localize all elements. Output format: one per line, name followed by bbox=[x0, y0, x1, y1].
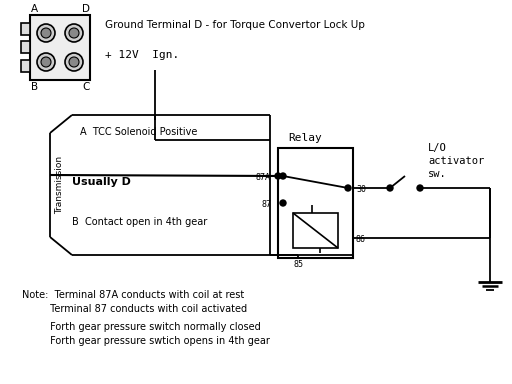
Text: 30: 30 bbox=[356, 185, 366, 194]
Circle shape bbox=[275, 173, 281, 179]
Bar bbox=[278, 148, 353, 258]
Circle shape bbox=[41, 28, 51, 38]
Circle shape bbox=[280, 200, 286, 206]
Circle shape bbox=[37, 24, 55, 42]
Bar bbox=[30, 15, 90, 80]
Text: Note:  Terminal 87A conducts with coil at rest: Note: Terminal 87A conducts with coil at… bbox=[22, 290, 244, 300]
Text: Relay: Relay bbox=[288, 133, 322, 143]
Text: 86: 86 bbox=[356, 235, 366, 244]
Text: 87: 87 bbox=[262, 200, 272, 209]
Circle shape bbox=[69, 57, 79, 67]
Text: A  TCC Solenoid Positive: A TCC Solenoid Positive bbox=[80, 127, 197, 137]
Text: L/O
activator
sw.: L/O activator sw. bbox=[428, 143, 484, 179]
Text: C: C bbox=[82, 82, 90, 92]
Text: B: B bbox=[31, 82, 38, 92]
Text: Terminal 87 conducts with coil activated: Terminal 87 conducts with coil activated bbox=[22, 304, 247, 314]
Text: + 12V  Ign.: + 12V Ign. bbox=[105, 50, 179, 60]
Circle shape bbox=[417, 185, 423, 191]
Text: 85: 85 bbox=[293, 260, 303, 269]
Bar bbox=[21, 23, 30, 35]
Text: Usually D: Usually D bbox=[72, 177, 131, 187]
Text: A: A bbox=[31, 4, 38, 14]
Text: Transmission: Transmission bbox=[55, 156, 65, 214]
Bar bbox=[293, 213, 338, 248]
Circle shape bbox=[65, 53, 83, 71]
Text: Ground Terminal D - for Torque Convertor Lock Up: Ground Terminal D - for Torque Convertor… bbox=[105, 20, 365, 30]
Circle shape bbox=[37, 53, 55, 71]
Bar bbox=[21, 60, 30, 72]
Text: Forth gear pressure swtich opens in 4th gear: Forth gear pressure swtich opens in 4th … bbox=[22, 336, 270, 346]
Text: 87A: 87A bbox=[256, 173, 271, 182]
Circle shape bbox=[345, 185, 351, 191]
Text: Forth gear pressure switch normally closed: Forth gear pressure switch normally clos… bbox=[22, 322, 261, 332]
Text: D: D bbox=[82, 4, 90, 14]
Text: B  Contact open in 4th gear: B Contact open in 4th gear bbox=[72, 217, 207, 227]
Circle shape bbox=[41, 57, 51, 67]
Circle shape bbox=[387, 185, 393, 191]
Circle shape bbox=[280, 173, 286, 179]
Circle shape bbox=[69, 28, 79, 38]
Bar bbox=[21, 41, 30, 53]
Circle shape bbox=[65, 24, 83, 42]
